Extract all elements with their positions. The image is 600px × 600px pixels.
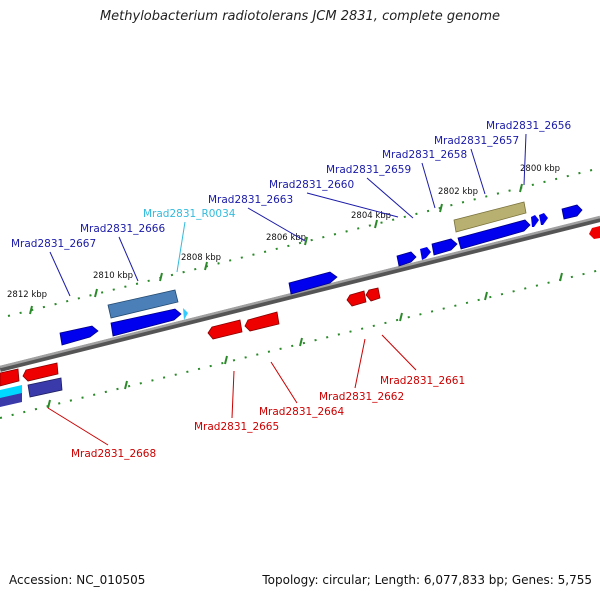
label-2661[interactable]: Mrad2831_2661 (380, 375, 465, 387)
gene-2660[interactable] (396, 251, 417, 267)
tick-label-2810: 2810 kbp (93, 271, 133, 281)
label-2667[interactable]: Mrad2831_2667 (11, 238, 96, 250)
rna-leader-line (176, 221, 186, 273)
gene-2665[interactable] (207, 319, 243, 340)
label-2657[interactable]: Mrad2831_2657 (434, 135, 519, 147)
tick-label-2804: 2804 kbp (351, 211, 391, 221)
rna-gene-r0034[interactable] (183, 308, 188, 320)
upper-major-ticks (29, 183, 523, 315)
gene-2656a[interactable] (531, 215, 539, 227)
gene-2655[interactable] (561, 204, 583, 220)
gene-2661[interactable] (365, 287, 381, 302)
reverse-leader-lines (47, 334, 417, 446)
label-2662[interactable]: Mrad2831_2662 (319, 391, 404, 403)
gene-2665-operon[interactable] (107, 289, 179, 319)
gene-2657[interactable] (457, 219, 531, 250)
forward-leader-lines (49, 133, 527, 297)
gene-2669[interactable] (0, 368, 20, 387)
tick-label-2802: 2802 kbp (438, 187, 478, 197)
map-title: Methylobacterium radiotolerans JCM 2831,… (99, 9, 501, 24)
gene-2663[interactable] (288, 271, 338, 295)
label-2665[interactable]: Mrad2831_2665 (194, 421, 279, 433)
tick-label-2800: 2800 kbp (520, 164, 560, 174)
gene-2668-operon-a[interactable] (0, 393, 22, 407)
label-2656[interactable]: Mrad2831_2656 (486, 120, 571, 132)
label-2663[interactable]: Mrad2831_2663 (208, 194, 293, 206)
label-r0034[interactable]: Mrad2831_R0034 (143, 208, 236, 220)
genome-backbone (0, 216, 600, 372)
tick-label-2812: 2812 kbp (7, 290, 47, 300)
gene-2656b[interactable] (539, 213, 548, 225)
label-2668[interactable]: Mrad2831_2668 (71, 448, 156, 460)
tick-label-2806: 2806 kbp (266, 233, 306, 243)
label-2659[interactable]: Mrad2831_2659 (326, 164, 411, 176)
label-2660[interactable]: Mrad2831_2660 (269, 179, 354, 191)
reverse-genes (0, 226, 600, 407)
gene-2667[interactable] (59, 325, 99, 346)
topology-summary: Topology: circular; Length: 6,077,833 bp… (262, 573, 592, 587)
label-2666[interactable]: Mrad2831_2666 (80, 223, 165, 235)
gene-2668[interactable] (22, 362, 59, 382)
gene-2659[interactable] (420, 247, 431, 260)
gene-2662[interactable] (346, 290, 367, 307)
gene-2658[interactable] (431, 238, 458, 256)
label-2658[interactable]: Mrad2831_2658 (382, 149, 467, 161)
tick-label-2808: 2808 kbp (181, 253, 221, 263)
lower-major-ticks (47, 272, 563, 409)
gene-2666[interactable] (110, 308, 182, 337)
forward-genes (59, 201, 583, 346)
gene-2656-operon[interactable] (453, 201, 527, 233)
gene-2660r[interactable] (589, 226, 600, 239)
label-2664[interactable]: Mrad2831_2664 (259, 406, 344, 418)
accession-text: Accession: NC_010505 (9, 573, 146, 587)
gene-2668-operon-b[interactable] (27, 377, 63, 398)
gene-2664[interactable] (244, 311, 280, 332)
